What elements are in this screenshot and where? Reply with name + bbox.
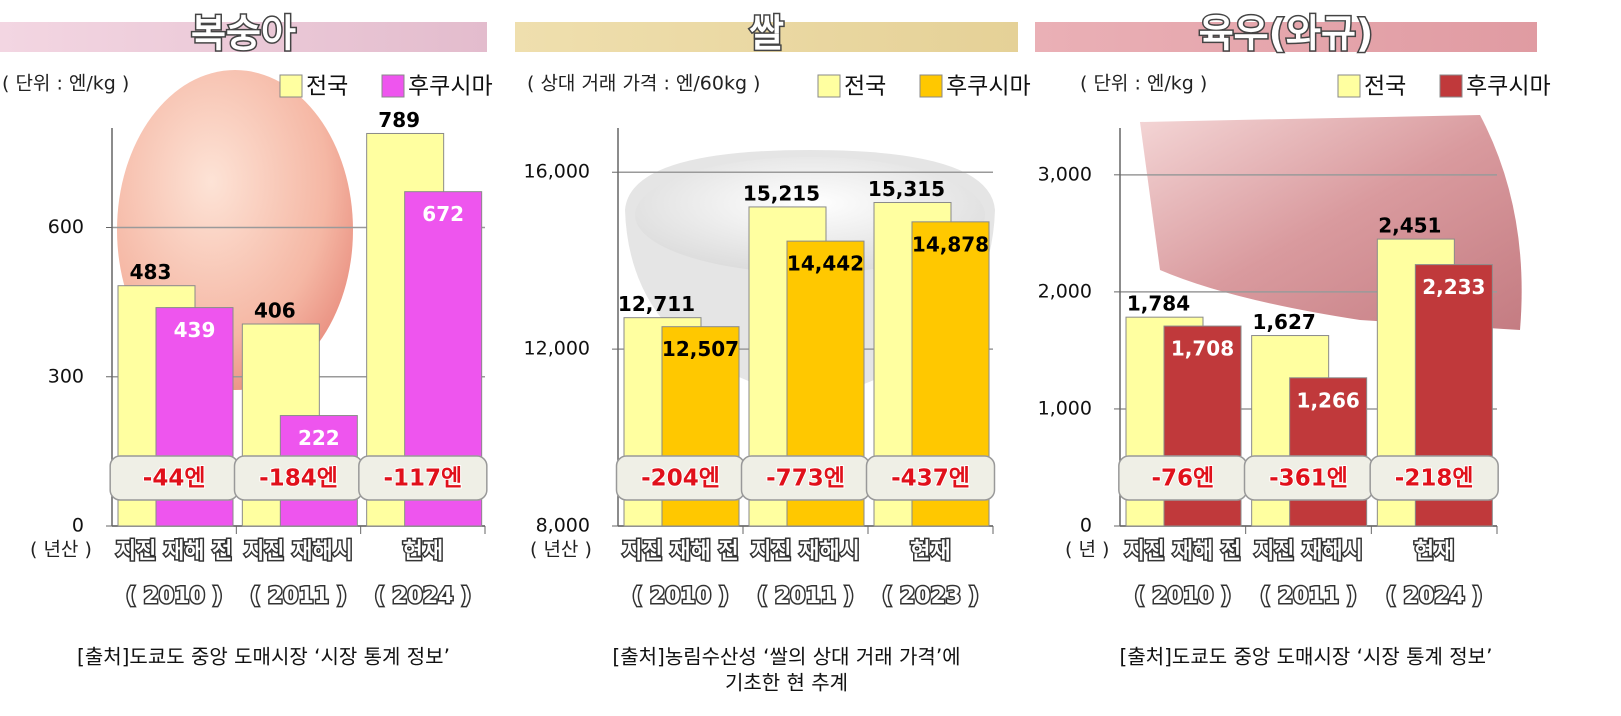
legend-swatch: [1337, 74, 1361, 98]
x-tick-label: 현재: [403, 539, 443, 564]
bar: [1289, 377, 1368, 527]
value-label: 672: [422, 202, 464, 226]
difference-label: -204엔: [641, 466, 720, 492]
x-tick-label: 지진 재해시: [244, 539, 353, 564]
y-tick-label: 12,000: [524, 338, 590, 360]
difference-box: [1369, 455, 1499, 501]
legend-swatch: [1439, 74, 1463, 98]
legend-label: 전국: [1364, 74, 1406, 100]
source-note: [출처]농림수산성 ‘쌀의 상대 거래 가격’에: [612, 645, 960, 669]
legend-label: 전국: [844, 74, 886, 100]
value-label: 406: [254, 299, 296, 323]
value-label: 15,215: [743, 181, 820, 205]
x-tick-label: 지진 재해시: [1254, 539, 1363, 564]
value-label: 439: [174, 318, 216, 342]
value-label: 2,233: [1422, 275, 1485, 299]
value-label: 12,711: [618, 292, 695, 316]
source-note: [출처]도쿄도 중앙 도매시장 ‘시장 통계 정보’: [1120, 645, 1493, 669]
value-label: 483: [130, 260, 172, 284]
legend-label: 후쿠시마: [1466, 74, 1551, 100]
y-tick-label: 1,000: [1038, 397, 1092, 419]
title-banner: [1035, 22, 1537, 52]
y-tick-label: 8,000: [536, 515, 590, 537]
unit-label: ( 상대 거래 가격 : 엔/60kg ): [527, 73, 760, 95]
y-tick-label: 16,000: [524, 161, 590, 183]
value-label: 1,708: [1171, 337, 1234, 361]
y-tick-label: 300: [48, 365, 84, 387]
x-tick-label: 현재: [910, 539, 950, 564]
chart-title: 쌀: [749, 12, 784, 56]
y-tick-label: 600: [48, 216, 84, 238]
x-tick-label: 현재: [1414, 539, 1454, 564]
value-label: 2,451: [1378, 214, 1441, 238]
value-label: 15,315: [868, 177, 945, 201]
legend-label: 후쿠시마: [408, 74, 493, 100]
source-note: [출처]도쿄도 중앙 도매시장 ‘시장 통계 정보’: [77, 645, 450, 669]
y-tick-label: 0: [1080, 515, 1092, 537]
legend-swatch: [381, 74, 405, 98]
value-label: 14,878: [912, 232, 989, 256]
difference-label: -361엔: [1269, 466, 1348, 492]
difference-label: -44엔: [143, 466, 206, 492]
x-tick-label: 지진 재해 전: [116, 539, 233, 564]
y-tick-label: 2,000: [1038, 280, 1092, 302]
unit-label: ( 단위 : 엔/kg ): [2, 73, 129, 95]
x-tick-year: ( 2010 ): [1134, 584, 1231, 609]
legend-label: 후쿠시마: [946, 74, 1031, 100]
x-unit-label: ( 년산 ): [30, 539, 92, 561]
legend-label: 전국: [306, 74, 348, 100]
chart-title: 복숭아: [191, 12, 296, 56]
difference-box: [865, 455, 996, 501]
value-label: 1,266: [1297, 388, 1360, 412]
legend-swatch: [817, 74, 841, 98]
y-tick-label: 0: [72, 515, 84, 537]
x-unit-label: ( 년 ): [1065, 539, 1109, 561]
value-label: 14,442: [787, 252, 864, 276]
x-tick-year: ( 2011 ): [757, 584, 854, 609]
difference-label: -437엔: [891, 466, 970, 492]
value-label: 222: [298, 426, 340, 450]
x-tick-year: ( 2010 ): [126, 584, 223, 609]
value-label: 1,784: [1127, 292, 1190, 316]
x-tick-year: ( 2024 ): [374, 584, 471, 609]
x-tick-label: 지진 재해 전: [622, 539, 739, 564]
y-tick-label: 3,000: [1038, 163, 1092, 185]
value-label: 789: [378, 108, 420, 132]
x-unit-label: ( 년산 ): [530, 539, 592, 561]
title-banner: [0, 22, 487, 52]
unit-label: ( 단위 : 엔/kg ): [1080, 73, 1207, 95]
value-label: 1,627: [1253, 310, 1316, 334]
source-note: 기초한 현 추계: [725, 671, 848, 695]
difference-label: -773엔: [766, 466, 845, 492]
difference-label: -184엔: [259, 466, 338, 492]
x-tick-year: ( 2010 ): [632, 584, 729, 609]
difference-label: -218엔: [1395, 466, 1474, 492]
x-tick-year: ( 2011 ): [250, 584, 347, 609]
legend-swatch: [279, 74, 303, 98]
title-banner: [515, 22, 1018, 52]
legend-swatch: [919, 74, 943, 98]
chart-title: 육우(와규): [1199, 12, 1374, 56]
x-tick-label: 지진 재해시: [751, 539, 860, 564]
x-tick-year: ( 2024 ): [1386, 584, 1483, 609]
value-label: 12,507: [662, 337, 739, 361]
x-tick-year: ( 2011 ): [1260, 584, 1357, 609]
x-tick-year: ( 2023 ): [882, 584, 979, 609]
difference-label: -76엔: [1151, 466, 1214, 492]
x-tick-label: 지진 재해 전: [1125, 539, 1242, 564]
difference-box: [358, 455, 488, 501]
difference-label: -117엔: [383, 466, 462, 492]
